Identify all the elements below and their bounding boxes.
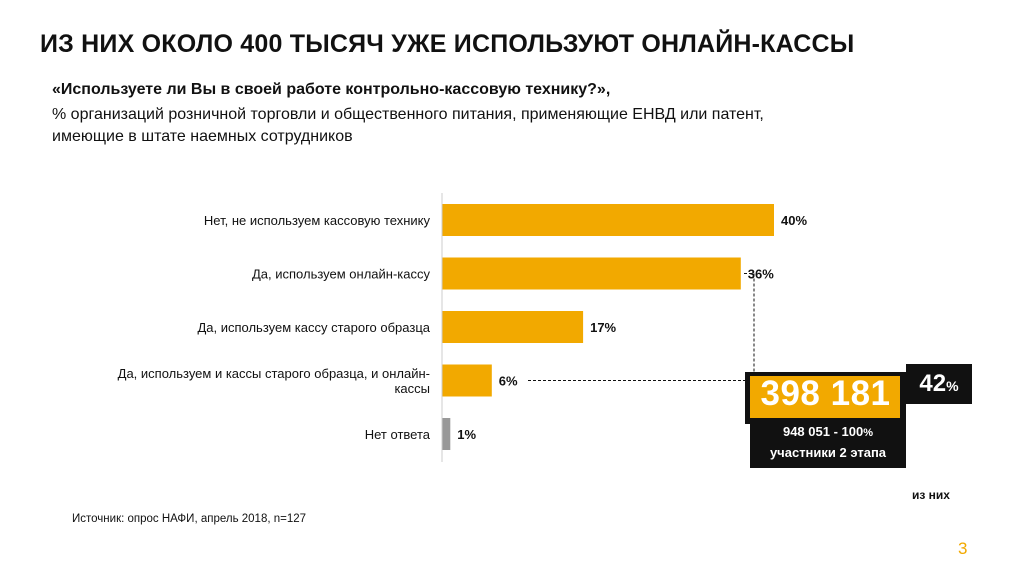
page-number: 3: [958, 539, 968, 558]
online-kassa-count-callout: 398 181: [745, 372, 906, 424]
online-kassa-share: 42%: [906, 364, 972, 404]
source-note: Источник: опрос НАФИ, апрель 2018, n=127: [72, 513, 307, 525]
category-label-3: Да, используем кассу старого образца: [197, 320, 430, 335]
connector-online-kassa: [744, 273, 755, 372]
total-percent-number: 100: [841, 424, 864, 439]
callout-highlight: [750, 376, 900, 418]
bar-3: [442, 311, 584, 343]
category-label-1: Нет, не используем кассовую технику: [204, 213, 431, 228]
share-percent-sign: %: [946, 378, 959, 394]
value-label-3: 17%: [590, 320, 616, 335]
category-label-2: Да, используем онлайн-кассу: [252, 267, 431, 282]
value-label-1: 40%: [781, 213, 807, 228]
bar-5: [442, 418, 451, 450]
bar-4: [442, 364, 492, 397]
value-label-2: 36%: [748, 267, 774, 282]
category-label-4-line-2: кассы: [394, 381, 430, 396]
category-label-4-line-1: Да, используем и кассы старого образца, …: [118, 366, 430, 381]
total-separator: -: [829, 424, 842, 439]
survey-question: «Используете ли Вы в своей работе контро…: [52, 81, 611, 98]
page-title: ИЗ НИХ ОКОЛО 400 ТЫСЯЧ УЖЕ ИСПОЛЬЗУЮТ ОН…: [40, 30, 855, 58]
of-them-label: из них: [912, 488, 950, 502]
total-participants-caption: участники 2 этапа: [769, 445, 887, 460]
subtitle-line-1: % организаций розничной торговли и общес…: [52, 106, 764, 123]
total-count: 948 051: [782, 424, 830, 439]
total-percent-sign: %: [863, 427, 874, 439]
total-participants-box: 948 051 - 100% участники 2 этапа: [750, 420, 906, 468]
bar-2: [442, 257, 741, 290]
bar-1: [442, 204, 774, 236]
chart-subtitle: % организаций розничной торговли и общес…: [52, 104, 952, 148]
share-number: 42: [919, 370, 947, 397]
value-label-5: 1%: [457, 427, 476, 442]
category-label-5: Нет ответа: [365, 427, 431, 442]
online-kassa-count: 398 181: [760, 374, 891, 413]
total-participants-line: 948 051 - 100%: [750, 422, 906, 443]
value-label-4: 6%: [499, 374, 518, 389]
subtitle-line-2: имеющие в штате наемных сотрудников: [52, 128, 353, 145]
